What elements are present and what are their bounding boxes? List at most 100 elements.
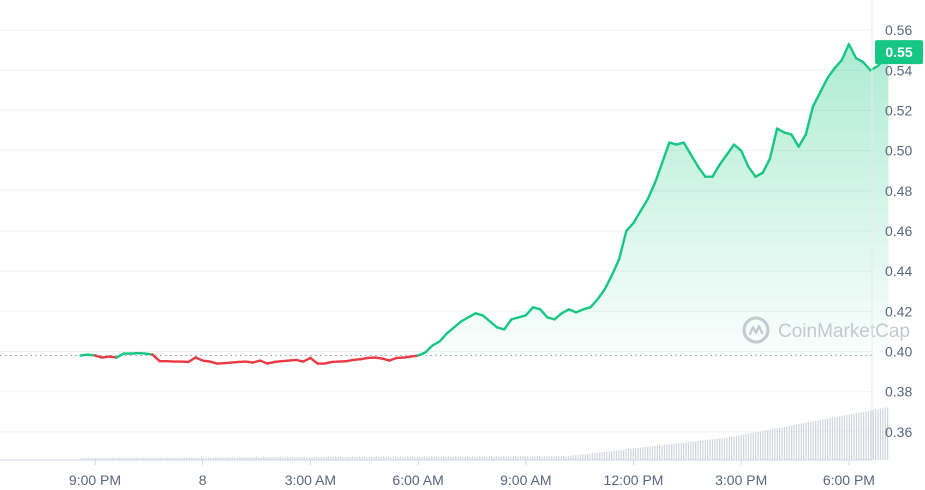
volume-bar [306, 457, 308, 460]
volume-bar [133, 457, 135, 460]
volume-bar [476, 456, 478, 460]
volume-bar [769, 429, 771, 460]
volume-bar [627, 448, 630, 460]
volume-bar [707, 439, 709, 460]
volume-bar [867, 410, 870, 460]
volume-bar [193, 457, 195, 460]
price-segment-down [388, 356, 398, 362]
volume-bar [570, 455, 572, 460]
volume-bar [807, 422, 810, 460]
volume-bar [711, 439, 714, 460]
volume-bar [563, 456, 565, 460]
volume-bar [587, 453, 589, 460]
volume-bar [140, 457, 142, 460]
volume-bar [822, 419, 824, 460]
volume-bar [683, 442, 685, 460]
volume-bar [572, 455, 574, 460]
volume-bar [219, 457, 222, 460]
volume-bar [553, 456, 555, 460]
volume-bar [824, 419, 826, 460]
price-segment-up [682, 141, 693, 156]
volume-bar [135, 457, 138, 460]
volume-bar [762, 430, 764, 460]
volume-bar [85, 457, 87, 460]
volume-bar [558, 456, 560, 460]
volume-bar [755, 432, 757, 460]
volume-bar [335, 457, 337, 460]
volume-bar [721, 438, 723, 460]
price-segment-down [93, 354, 104, 359]
price-segment-down [230, 360, 240, 364]
price-segment-up [761, 157, 772, 174]
volume-bar [536, 456, 538, 460]
price-segment-up [538, 308, 549, 319]
current-price-label: 0.55 [885, 44, 912, 60]
volume-bar [702, 440, 704, 460]
price-segment-up [553, 312, 563, 321]
volume-bar [731, 436, 733, 460]
volume-bar [339, 457, 342, 460]
volume-bar [599, 452, 601, 460]
volume-bar [577, 454, 579, 460]
volume-bar [445, 456, 447, 460]
volume-bar [781, 427, 783, 460]
volume-bar [409, 456, 411, 460]
volume-bar [203, 457, 205, 460]
volume-bar [111, 457, 114, 460]
volume-bar [855, 413, 858, 460]
volume-bar [83, 457, 85, 460]
price-segment-down [273, 359, 283, 364]
volume-bar [829, 418, 831, 460]
volume-bar [325, 457, 327, 460]
price-segment-up [467, 312, 477, 319]
volume-bar [505, 456, 507, 460]
volume-bar [815, 420, 817, 460]
price-segment-up [531, 306, 542, 311]
volume-bar [123, 457, 126, 460]
volume-bar [416, 456, 418, 460]
volume-bar [795, 424, 798, 460]
volume-bar [743, 434, 745, 460]
volume-bar [241, 457, 243, 460]
volume-bar [519, 456, 522, 460]
price-segment-up [524, 306, 535, 317]
volume-bar [843, 415, 846, 460]
volume-bar [630, 448, 632, 460]
volume-bar [121, 457, 123, 460]
volume-bar [596, 452, 598, 460]
volume-bar [368, 456, 370, 460]
volume-bar [606, 451, 608, 460]
price-segment-up [818, 77, 829, 94]
volume-bar [195, 457, 198, 460]
volume-bar [207, 457, 210, 460]
volume-bar [567, 455, 570, 460]
volume-bar [848, 414, 850, 460]
volume-bar [747, 433, 750, 460]
volume-bar [363, 456, 366, 460]
y-tick-label: 0.56 [885, 22, 912, 38]
volume-bar [438, 456, 440, 460]
price-segment-down [309, 356, 319, 365]
price-segment-down [258, 359, 269, 365]
volume-bar [279, 457, 282, 460]
volume-bar [392, 456, 394, 460]
coinmarketcap-logo-icon [742, 316, 770, 344]
price-segment-up [696, 165, 707, 178]
volume-bar [104, 457, 106, 460]
volume-bar [131, 457, 133, 460]
volume-bar [90, 457, 92, 460]
volume-bar [349, 457, 351, 460]
volume-bar [260, 457, 262, 460]
volume-bar [399, 456, 402, 460]
volume-bar [467, 456, 469, 460]
volume-bar [474, 456, 476, 460]
volume-bar [774, 428, 776, 460]
price-segment-down [287, 358, 298, 362]
volume-bar [267, 457, 270, 460]
price-segment-up [431, 340, 441, 347]
volume-bar [805, 422, 807, 460]
price-segment-up [675, 141, 685, 146]
volume-bar [500, 456, 502, 460]
volume-bar [663, 444, 666, 460]
x-tick-label: 8 [199, 472, 207, 488]
